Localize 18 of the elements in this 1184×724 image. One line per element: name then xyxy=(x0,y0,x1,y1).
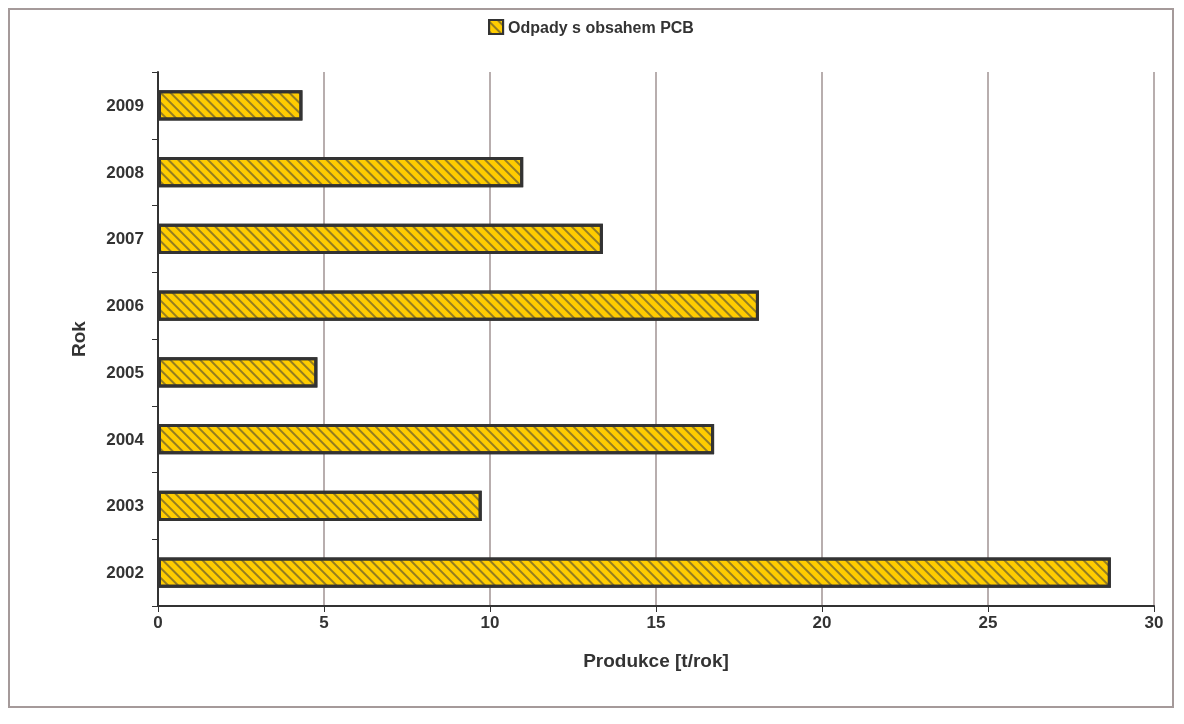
legend-label: Odpady s obsahem PCB xyxy=(508,18,694,36)
x-tick-label: 10 xyxy=(480,613,500,632)
y-tick-label: 2006 xyxy=(106,296,144,316)
y-tick-label: 2008 xyxy=(106,162,144,182)
x-axis-title: Produkce [t/rok] xyxy=(583,650,729,671)
y-tick-label: 2009 xyxy=(106,95,144,115)
y-axis-title: Rok xyxy=(68,320,89,357)
y-tick-label: 2004 xyxy=(106,429,145,449)
x-tick-label: 0 xyxy=(153,613,163,632)
y-tick-label: 2007 xyxy=(106,229,144,249)
x-tick-label: 30 xyxy=(1144,613,1164,632)
x-tick-label: 15 xyxy=(646,613,666,632)
x-tick-label: 20 xyxy=(812,613,832,632)
x-tick-label: 25 xyxy=(978,613,998,632)
y-tick-label: 2003 xyxy=(106,496,144,516)
y-tick-label: 2002 xyxy=(106,563,144,583)
x-tick-label: 5 xyxy=(319,613,329,632)
y-tick-label: 2005 xyxy=(106,362,144,382)
